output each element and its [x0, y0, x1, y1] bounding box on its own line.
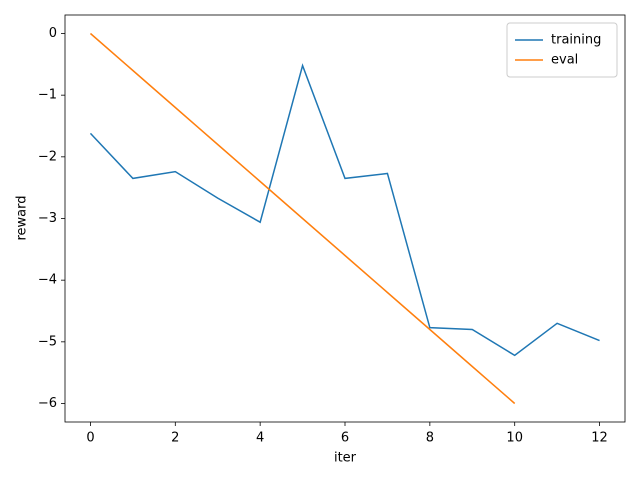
plot-frame	[64, 14, 626, 423]
y-tick-label: −2	[38, 149, 57, 164]
y-axis-label: reward	[15, 195, 30, 240]
y-tick-label: 0	[49, 26, 57, 41]
x-tick-label: 10	[506, 431, 523, 446]
x-tick-label: 0	[86, 431, 94, 446]
y-tick-label: −3	[38, 211, 57, 226]
line-series	[89, 32, 516, 405]
y-tick-label: −1	[38, 88, 57, 103]
x-tick-label: 2	[171, 431, 179, 446]
legend-label: eval	[551, 53, 578, 68]
line-series	[89, 63, 600, 357]
x-tick-label: 4	[256, 431, 264, 446]
legend-box	[506, 22, 618, 78]
y-tick-label: −4	[38, 273, 57, 288]
y-tick-label: −5	[38, 334, 57, 349]
x-axis-label: iter	[334, 451, 357, 466]
y-tick-label: −6	[38, 396, 57, 411]
x-tick-label: 6	[341, 431, 349, 446]
x-tick-label: 8	[426, 431, 434, 446]
legend-label: training	[551, 33, 601, 48]
x-tick-label: 12	[591, 431, 608, 446]
